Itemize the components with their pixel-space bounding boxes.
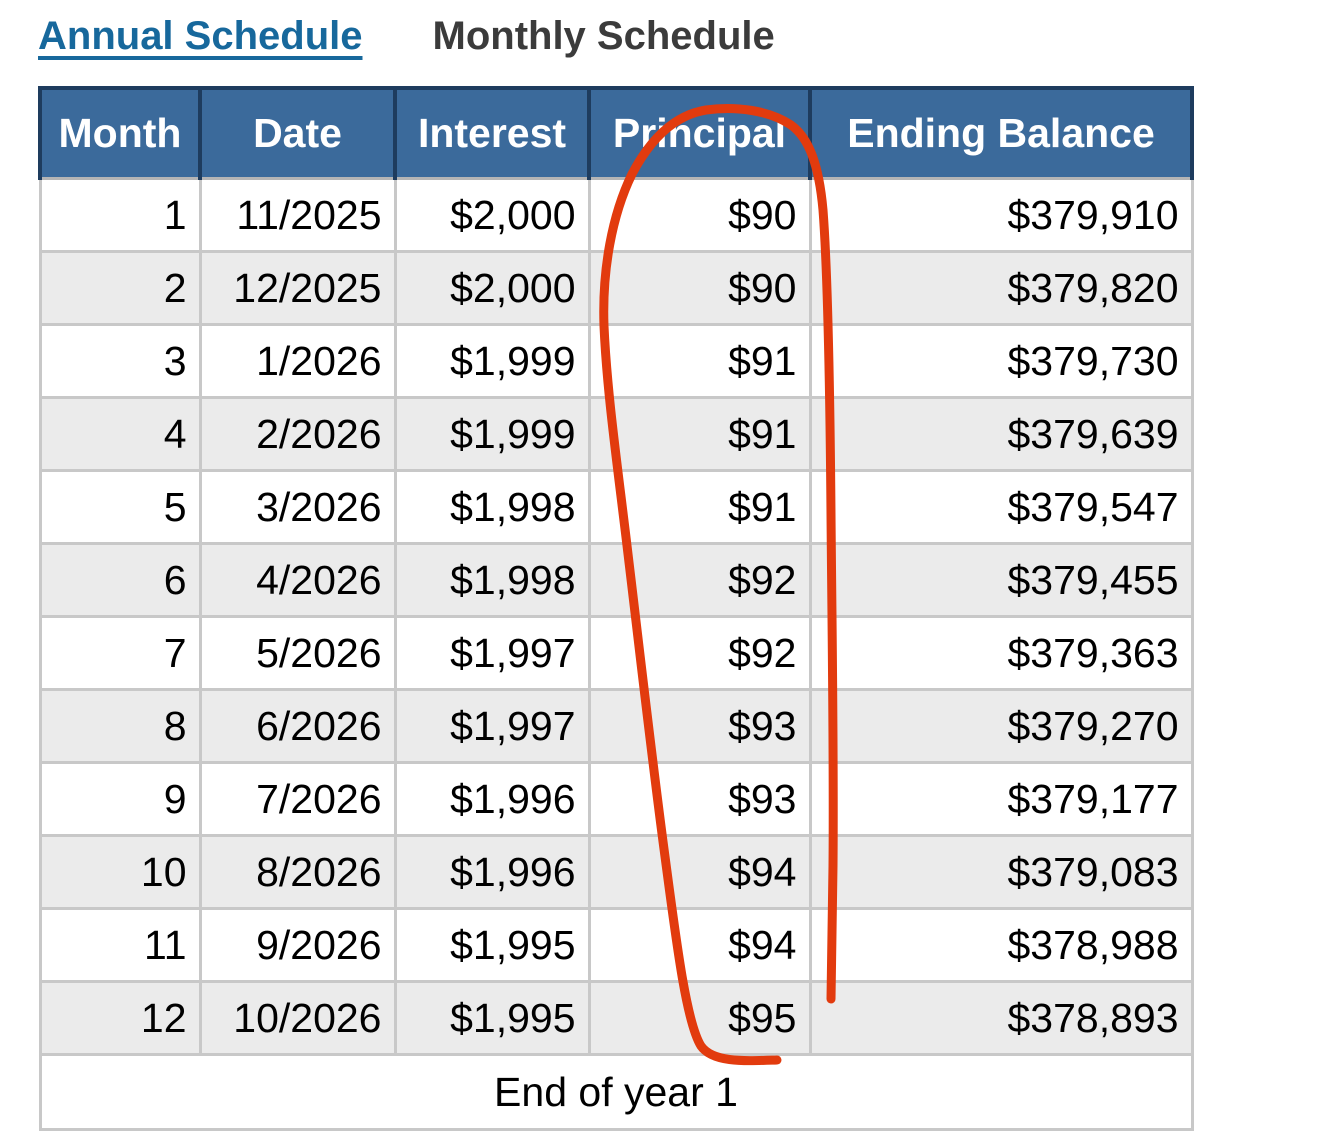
- tab-monthly-schedule[interactable]: Monthly Schedule: [432, 14, 775, 58]
- header-interest: Interest: [393, 86, 591, 180]
- month-cell: 1: [38, 177, 202, 253]
- interest-cell: $1,995: [393, 980, 591, 1056]
- table-row: 6 4/2026 $1,998 $92 $379,455: [38, 542, 1194, 618]
- ending-balance-cell: $378,988: [808, 907, 1194, 983]
- month-cell: 12: [38, 980, 202, 1056]
- month-cell: 2: [38, 250, 202, 326]
- date-cell: 12/2025: [198, 250, 397, 326]
- month-cell: 8: [38, 688, 202, 764]
- table-row: 7 5/2026 $1,997 $92 $379,363: [38, 615, 1194, 691]
- interest-cell: $1,997: [393, 688, 591, 764]
- table-header-row: Month Date Interest Principal Ending Bal…: [38, 86, 1194, 180]
- table-row: 11 9/2026 $1,995 $94 $378,988: [38, 907, 1194, 983]
- month-cell: 3: [38, 323, 202, 399]
- ending-balance-cell: $379,363: [808, 615, 1194, 691]
- date-cell: 3/2026: [198, 469, 397, 545]
- header-ending-balance: Ending Balance: [808, 86, 1194, 180]
- ending-balance-cell: $379,639: [808, 396, 1194, 472]
- principal-cell: $92: [587, 615, 812, 691]
- schedule-body: 1 11/2025 $2,000 $90 $379,910 2 12/2025 $2,000 $…: [38, 177, 1194, 1056]
- schedule-tabs: Annual Schedule Monthly Schedule: [38, 14, 1320, 68]
- table-row: 10 8/2026 $1,996 $94 $379,083: [38, 834, 1194, 910]
- interest-cell: $1,995: [393, 907, 591, 983]
- principal-cell: $92: [587, 542, 812, 618]
- interest-cell: $1,998: [393, 469, 591, 545]
- ending-balance-cell: $379,820: [808, 250, 1194, 326]
- interest-cell: $1,996: [393, 834, 591, 910]
- table-row: 9 7/2026 $1,996 $93 $379,177: [38, 761, 1194, 837]
- interest-cell: $2,000: [393, 177, 591, 253]
- interest-cell: $1,999: [393, 323, 591, 399]
- date-cell: 1/2026: [198, 323, 397, 399]
- ending-balance-cell: $379,270: [808, 688, 1194, 764]
- table-row: 5 3/2026 $1,998 $91 $379,547: [38, 469, 1194, 545]
- table-row: 8 6/2026 $1,997 $93 $379,270: [38, 688, 1194, 764]
- table-row: 3 1/2026 $1,999 $91 $379,730: [38, 323, 1194, 399]
- month-cell: 7: [38, 615, 202, 691]
- footer-row: End of year 1: [38, 1053, 1194, 1131]
- principal-cell: $91: [587, 396, 812, 472]
- month-cell: 5: [38, 469, 202, 545]
- principal-cell: $90: [587, 250, 812, 326]
- interest-cell: $1,999: [393, 396, 591, 472]
- date-cell: 2/2026: [198, 396, 397, 472]
- month-cell: 4: [38, 396, 202, 472]
- interest-cell: $1,998: [393, 542, 591, 618]
- date-cell: 4/2026: [198, 542, 397, 618]
- header-date: Date: [198, 86, 397, 180]
- date-cell: 11/2025: [198, 177, 397, 253]
- principal-cell: $94: [587, 834, 812, 910]
- month-cell: 10: [38, 834, 202, 910]
- month-cell: 9: [38, 761, 202, 837]
- ending-balance-cell: $379,547: [808, 469, 1194, 545]
- date-cell: 8/2026: [198, 834, 397, 910]
- amortization-table: Month Date Interest Principal Ending Bal…: [38, 86, 1194, 1131]
- ending-balance-cell: $379,455: [808, 542, 1194, 618]
- ending-balance-cell: $378,893: [808, 980, 1194, 1056]
- principal-cell: $95: [587, 980, 812, 1056]
- month-cell: 11: [38, 907, 202, 983]
- principal-cell: $93: [587, 688, 812, 764]
- date-cell: 5/2026: [198, 615, 397, 691]
- principal-cell: $90: [587, 177, 812, 253]
- principal-cell: $91: [587, 469, 812, 545]
- tab-annual-schedule[interactable]: Annual Schedule: [38, 14, 363, 58]
- header-principal: Principal: [587, 86, 812, 180]
- ending-balance-cell: $379,083: [808, 834, 1194, 910]
- table-row: 4 2/2026 $1,999 $91 $379,639: [38, 396, 1194, 472]
- ending-balance-cell: $379,910: [808, 177, 1194, 253]
- interest-cell: $2,000: [393, 250, 591, 326]
- schedule-footer: End of year 1: [38, 1053, 1194, 1131]
- interest-cell: $1,997: [393, 615, 591, 691]
- date-cell: 7/2026: [198, 761, 397, 837]
- table-row: 12 10/2026 $1,995 $95 $378,893: [38, 980, 1194, 1056]
- table-row: 1 11/2025 $2,000 $90 $379,910: [38, 177, 1194, 253]
- table-row: 2 12/2025 $2,000 $90 $379,820: [38, 250, 1194, 326]
- ending-balance-cell: $379,730: [808, 323, 1194, 399]
- end-of-year-label: End of year 1: [38, 1053, 1194, 1131]
- ending-balance-cell: $379,177: [808, 761, 1194, 837]
- date-cell: 6/2026: [198, 688, 397, 764]
- date-cell: 10/2026: [198, 980, 397, 1056]
- principal-cell: $93: [587, 761, 812, 837]
- principal-cell: $94: [587, 907, 812, 983]
- principal-cell: $91: [587, 323, 812, 399]
- interest-cell: $1,996: [393, 761, 591, 837]
- month-cell: 6: [38, 542, 202, 618]
- monthly-schedule-page: Annual Schedule Monthly Schedule Month D…: [0, 14, 1320, 1133]
- date-cell: 9/2026: [198, 907, 397, 983]
- header-month: Month: [38, 86, 202, 180]
